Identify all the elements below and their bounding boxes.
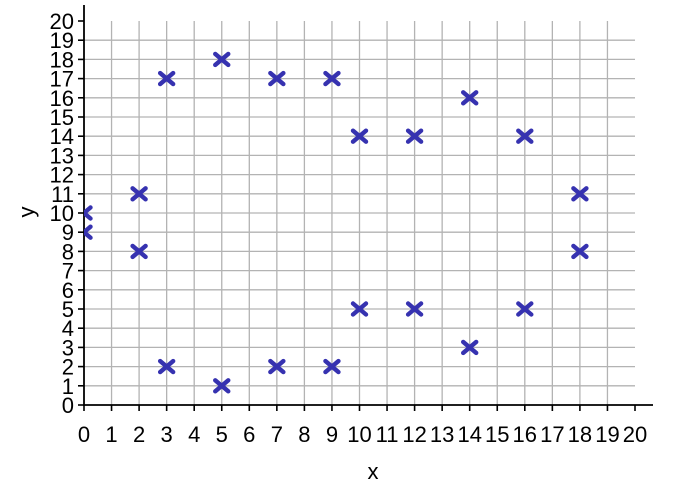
x-tick-label: 16 [513,422,537,447]
x-tick-label: 10 [347,422,371,447]
data-point-marker [130,186,148,202]
data-point-marker [130,243,148,260]
data-point-marker [461,339,479,356]
y-tick-label: 13 [50,143,74,168]
x-tick-label: 0 [78,422,90,447]
data-point-marker [84,205,93,221]
x-tick-label: 1 [105,422,117,447]
data-point-marker [516,301,534,317]
x-tick-label: 19 [595,422,619,447]
x-tick-label: 20 [623,422,647,447]
data-point-marker [268,70,286,87]
x-tick-label: 9 [326,422,338,447]
x-axis-label: x [367,459,379,484]
y-tick-label: 19 [50,28,74,53]
y-tick-label: 0 [62,393,74,418]
y-axis-label: y [14,206,39,218]
y-tick-label: 4 [62,316,74,341]
data-point-marker [571,243,589,260]
y-tick-label: 15 [50,105,74,130]
y-tick-label: 14 [50,124,74,149]
data-point-marker [84,224,93,240]
y-tick-label: 10 [50,201,74,226]
data-point-marker [323,358,341,375]
y-tick-label: 16 [50,86,74,111]
data-point-marker [213,51,231,68]
data-point-marker [268,358,286,375]
data-points [84,51,589,394]
x-tick-label: 7 [271,422,283,447]
x-tick-label: 14 [457,422,481,447]
data-point-marker [213,378,231,394]
y-tick-label: 17 [50,67,74,92]
y-tick-label: 8 [62,239,74,264]
data-point-marker [571,186,589,202]
y-tick-label: 11 [51,182,74,207]
x-tick-label: 2 [133,422,145,447]
tick-labels: 0 1 2 3 4 5 6 7 8 9 10 11 12 13 14 15 16 17 18 19 2001234567… [50,9,648,447]
data-point-marker [323,70,341,87]
data-point-marker [350,128,369,144]
data-point-marker [350,301,369,317]
y-tick-label: 1 [62,374,74,399]
x-tick-label: 4 [188,422,200,447]
x-tick-label: 6 [243,422,255,447]
data-point-marker [461,90,479,106]
axes [83,5,653,406]
y-tick-label: 3 [62,335,74,360]
data-point-marker [157,358,176,375]
x-tick-label: 17 [540,422,564,447]
x-tick-label: 12 [402,422,426,447]
x-tick-label: 18 [568,422,592,447]
x-tick-label: 8 [298,422,310,447]
data-point-marker [405,301,424,317]
data-point-marker [516,128,534,144]
x-tick-label: 13 [430,422,454,447]
grid-lines [84,21,635,405]
y-tick-label: 20 [50,9,74,34]
x-tick-label: 5 [216,422,228,447]
y-tick-label: 5 [62,297,74,322]
x-tick-label: 15 [485,422,509,447]
y-tick-label: 9 [62,220,74,245]
y-tick-label: 2 [62,355,74,380]
x-tick-label: 3 [161,422,173,447]
y-tick-label: 7 [62,259,74,284]
x-tick-label: 11 [376,422,399,447]
y-tick-label: 18 [50,47,74,72]
data-point-marker [405,128,424,144]
y-tick-label: 6 [62,278,74,303]
tick-marks [78,20,636,411]
y-tick-label: 12 [50,163,74,188]
data-point-marker [157,70,176,87]
